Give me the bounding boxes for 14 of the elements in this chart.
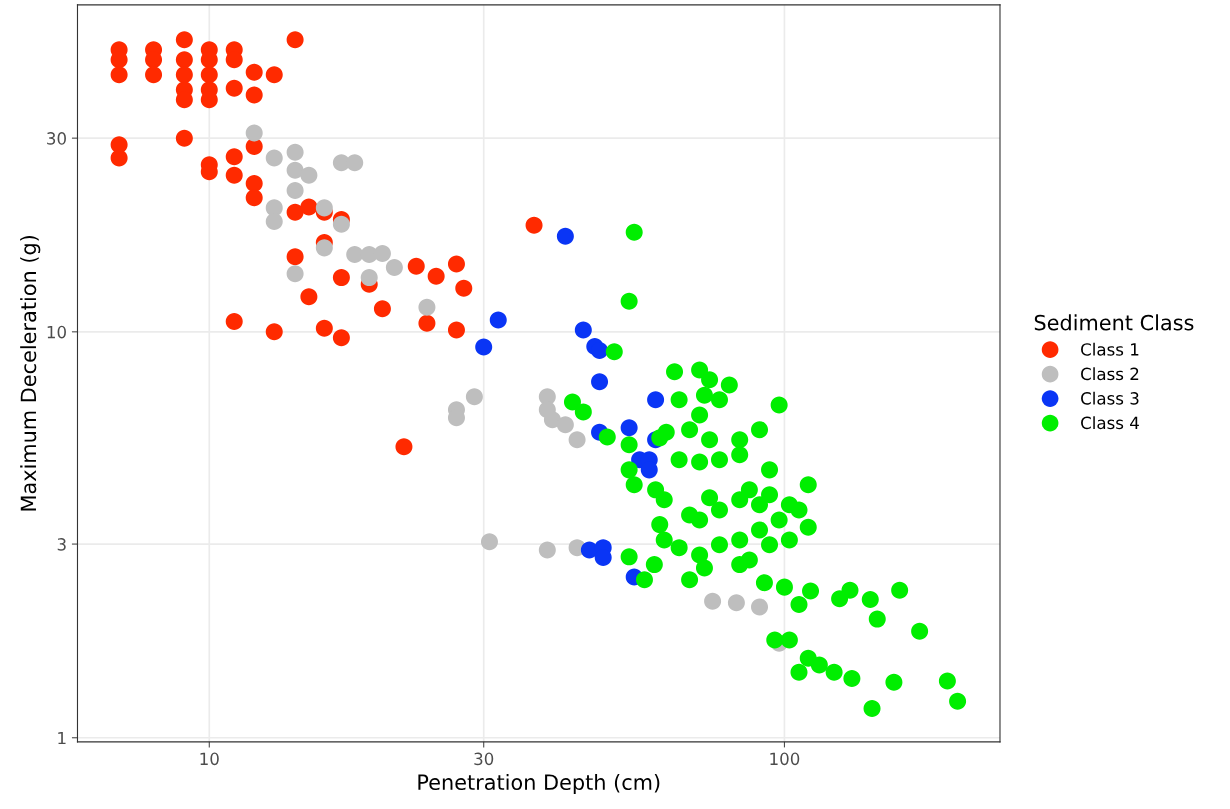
y-tick-label: 10 [47, 325, 66, 339]
legend-label: Class 1 [1081, 342, 1139, 356]
legend-label: Class 2 [1081, 367, 1139, 381]
y-tick-label: 1 [58, 731, 66, 745]
legend-label: Class 3 [1081, 391, 1139, 405]
x-tick-label: 30 [474, 752, 494, 766]
x-tick-label: 100 [770, 752, 800, 766]
legend-title: Sediment Class [1034, 314, 1194, 331]
legend-label: Class 4 [1081, 416, 1139, 430]
y-axis-title: Maximum Deceleration (g) [20, 235, 41, 511]
y-tick-label: 3 [57, 538, 66, 551]
y-tick-label: 30 [47, 132, 66, 145]
x-tick-label: 10 [200, 752, 219, 766]
x-axis-title: Penetration Depth (cm) [418, 773, 660, 795]
